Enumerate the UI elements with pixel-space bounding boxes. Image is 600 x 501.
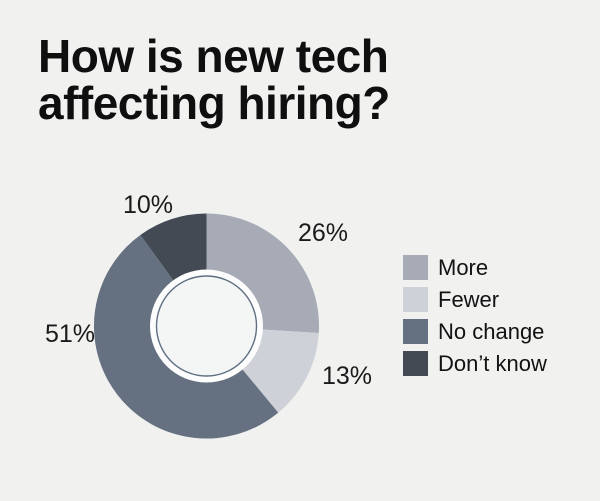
slice-value-dont-know: 10%	[123, 191, 174, 219]
legend-swatch-no-change	[403, 319, 428, 344]
chart-legend: More Fewer No change Don’t know	[403, 255, 547, 383]
legend-label-dont-know: Don’t know	[438, 351, 547, 376]
legend-item-more: More	[403, 255, 547, 280]
slice-value-no-change: 51%	[45, 320, 96, 348]
legend-item-no-change: No change	[403, 319, 547, 344]
slice-value-more: 26%	[298, 219, 349, 247]
legend-item-fewer: Fewer	[403, 287, 547, 312]
donut-inner-circle	[155, 275, 258, 377]
legend-swatch-fewer	[403, 287, 428, 312]
legend-label-no-change: No change	[438, 319, 545, 344]
legend-item-dont-know: Don’t know	[403, 351, 547, 376]
legend-swatch-dont-know	[403, 351, 428, 376]
page-title: How is new tech affecting hiring?	[38, 30, 390, 129]
legend-label-fewer: Fewer	[438, 287, 500, 312]
legend-label-more: More	[438, 255, 489, 280]
legend-swatch-more	[403, 255, 428, 280]
slice-value-fewer: 13%	[322, 362, 373, 390]
